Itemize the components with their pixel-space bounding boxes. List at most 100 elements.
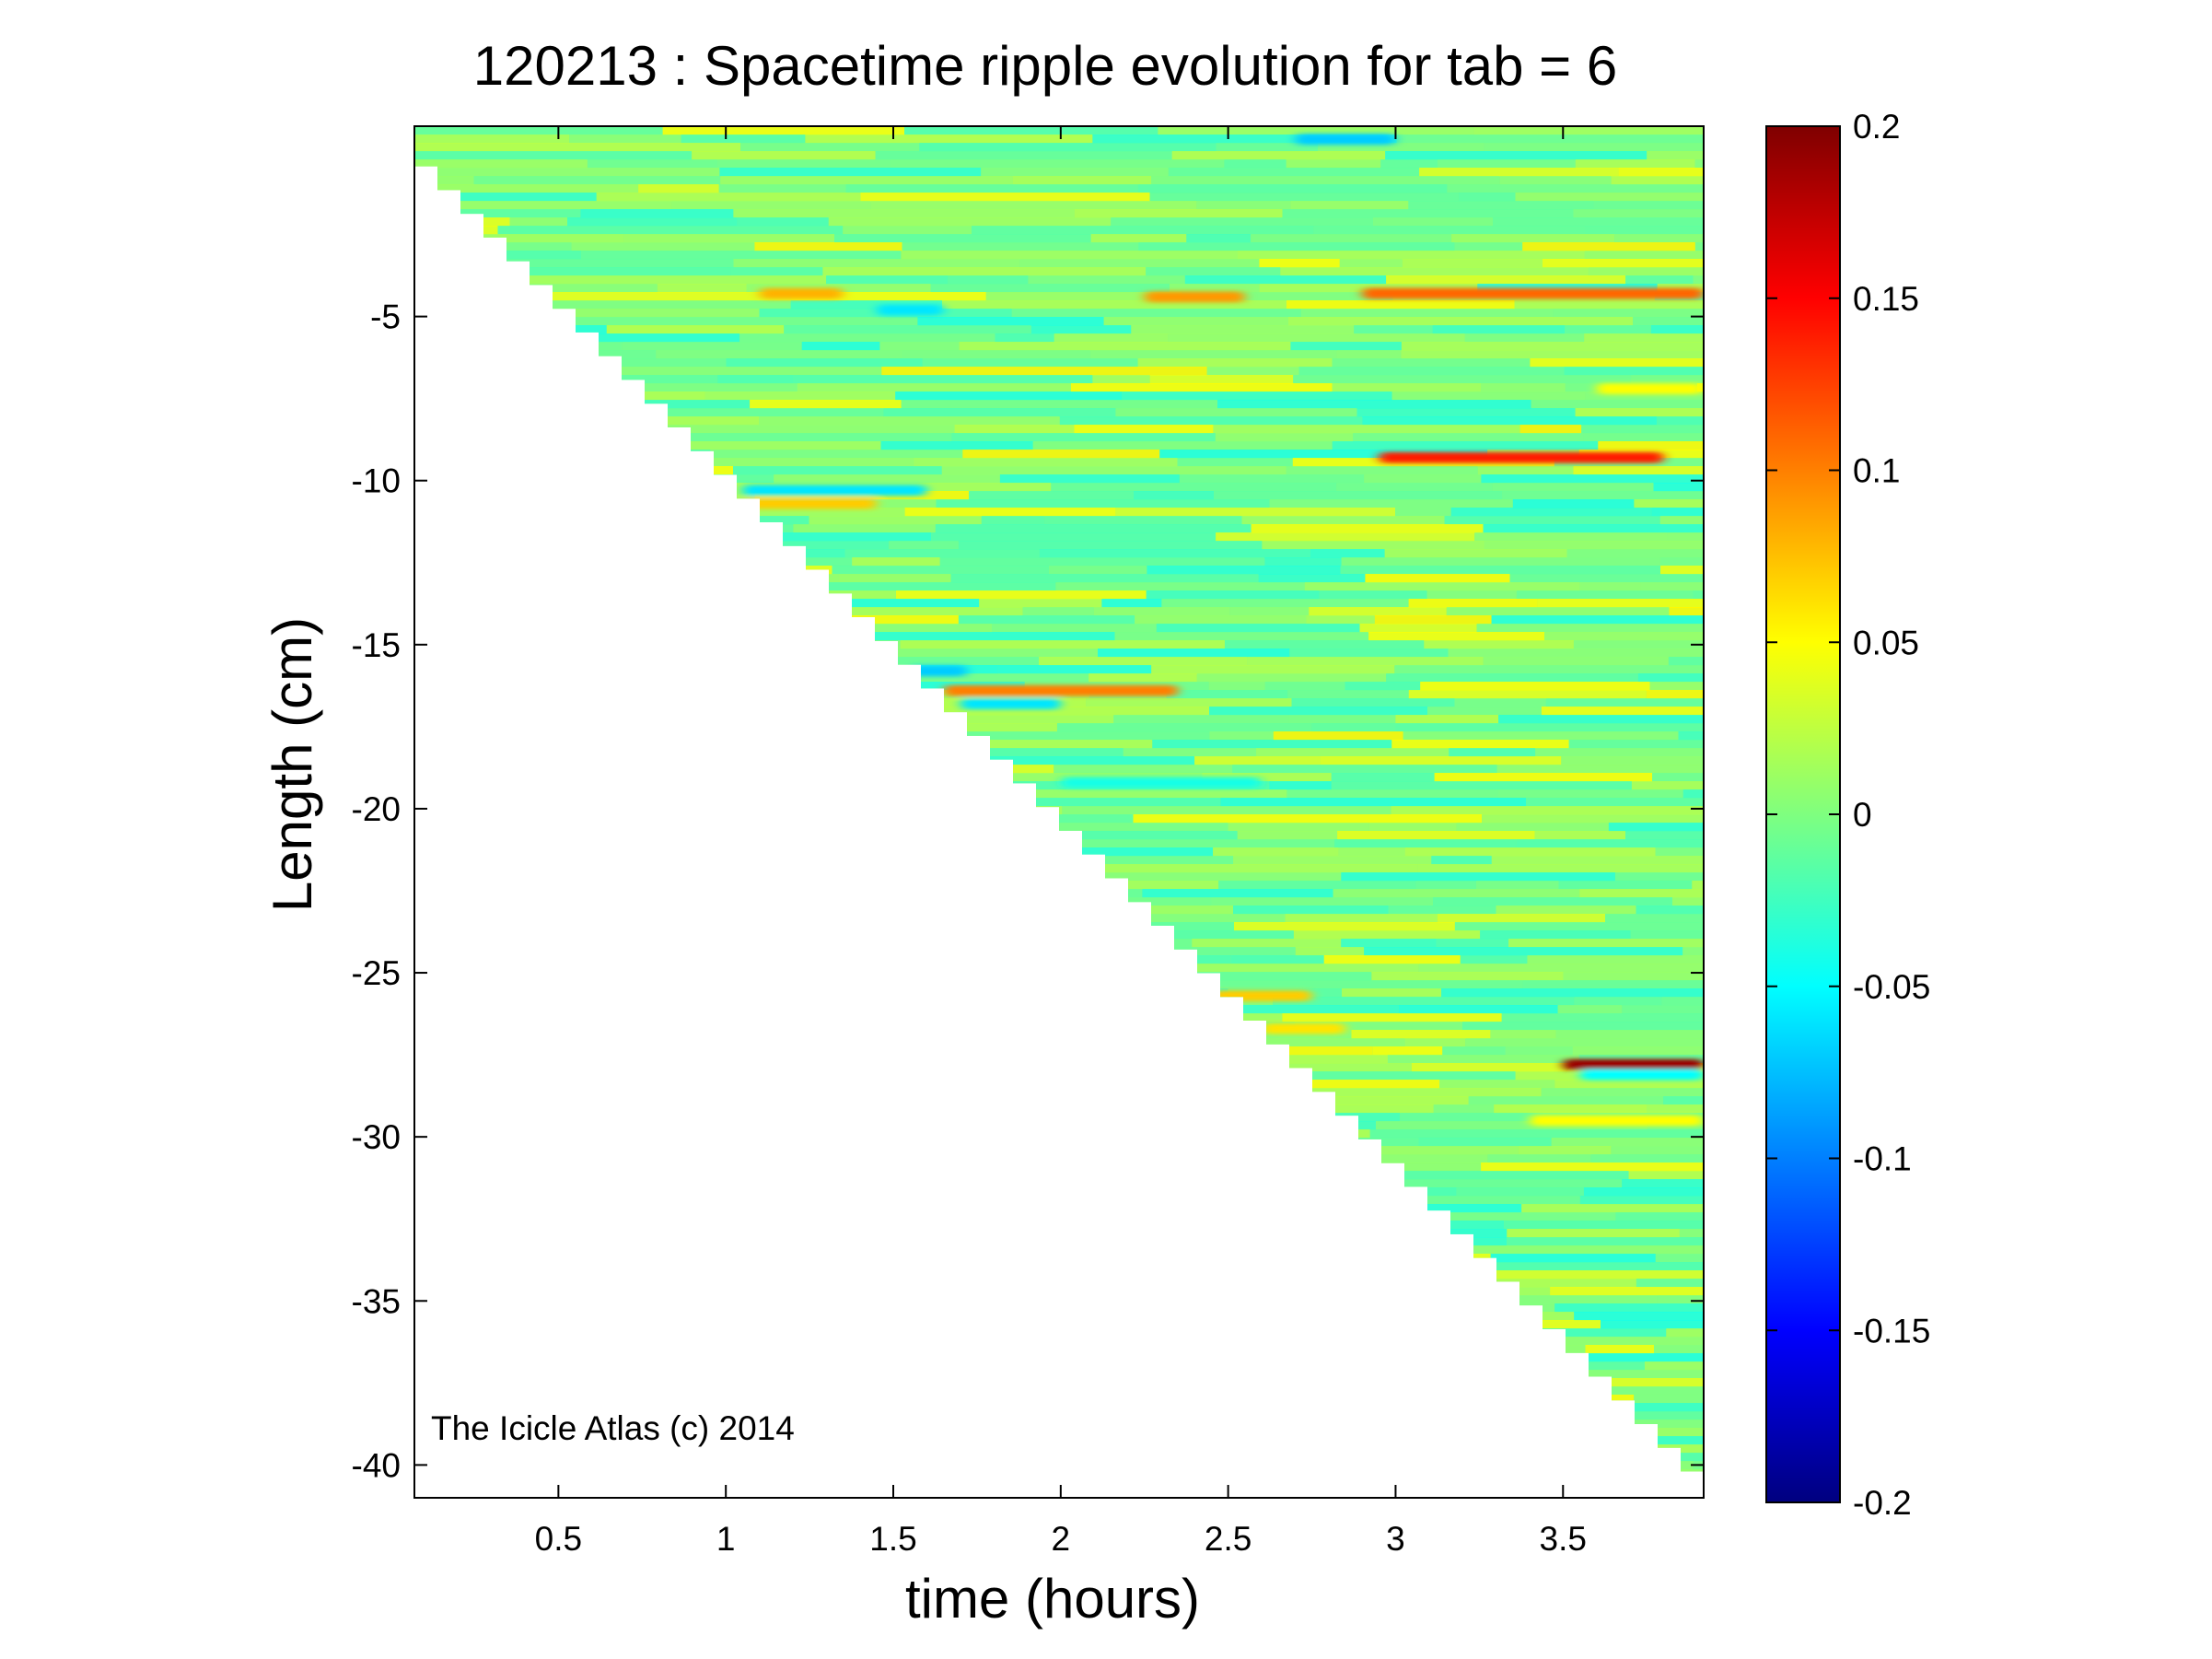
ripple-cell	[1282, 1444, 1624, 1454]
ripple-cell	[414, 789, 483, 799]
ripple-cell	[1364, 947, 1683, 956]
ripple-cell	[884, 1403, 978, 1412]
ripple-cell	[414, 748, 565, 757]
ripple-cell	[1209, 731, 1274, 741]
ripple-cell	[737, 607, 1023, 616]
ripple-cell	[670, 1121, 837, 1130]
ripple-cell	[511, 1038, 781, 1047]
ripple-cell	[1074, 839, 1335, 848]
x-tick-label: 3	[1386, 1520, 1405, 1558]
ripple-cell	[414, 1328, 751, 1338]
ripple-cell	[733, 723, 1057, 732]
ripple-cell	[950, 574, 1259, 583]
ripple-cell	[1273, 997, 1575, 1006]
ripple-cell	[904, 864, 1095, 873]
ripple-cell	[1353, 1361, 1645, 1371]
ripple-cell	[864, 632, 1115, 641]
ripple-cell	[1043, 1411, 1381, 1420]
ripple-cell	[1501, 1013, 1704, 1022]
ripple-cell	[1201, 1361, 1354, 1371]
ripple-cell	[414, 1461, 656, 1470]
ripple-cell	[896, 1046, 1151, 1056]
colorbar-tick-label: 0.1	[1853, 452, 1900, 490]
ripple-cell	[414, 217, 510, 227]
ripple-cell	[506, 972, 646, 981]
ripple-cell	[822, 267, 1147, 276]
ripple-cell	[1338, 1395, 1415, 1404]
ripple-cell	[1526, 798, 1704, 807]
y-tick-label: -35	[352, 1282, 401, 1320]
ripple-cell	[997, 806, 1063, 815]
ripple-cell	[657, 988, 997, 998]
ripple-cell	[1563, 972, 1704, 981]
heatmap-features	[742, 134, 1704, 1127]
ripple-cell	[1295, 947, 1365, 956]
ripple-cell	[1010, 1063, 1073, 1072]
ripple-cell	[1089, 673, 1197, 683]
ripple-cell	[1433, 1104, 1495, 1114]
ripple-cell	[1264, 1088, 1542, 1097]
ripple-cell	[699, 781, 768, 790]
ripple-cell	[719, 168, 982, 177]
ripple-cell	[730, 267, 823, 276]
ripple-cell	[414, 1196, 607, 1205]
ripple-cell	[1267, 1063, 1412, 1072]
ripple-cell	[414, 1486, 551, 1495]
ripple-cell	[1509, 574, 1704, 583]
ripple-cell	[1622, 1179, 1704, 1188]
ripple-cell	[703, 1453, 1007, 1462]
ripple-cell	[414, 549, 690, 558]
ripple-cell	[1008, 939, 1193, 948]
ripple-cell	[804, 590, 896, 600]
ripple-cell	[1661, 997, 1704, 1006]
ripple-cell	[676, 1386, 1016, 1396]
ripple-cell	[658, 566, 832, 575]
ripple-cell	[1213, 847, 1339, 857]
ripple-cell	[1031, 1013, 1283, 1022]
ripple-cell	[979, 599, 1102, 608]
ripple-cell	[1057, 1428, 1252, 1437]
ripple-cell	[1404, 1038, 1466, 1047]
ripple-cell	[493, 1378, 695, 1387]
ripple-cell	[732, 964, 792, 973]
ripple-cell	[901, 400, 1218, 409]
ripple-cell	[720, 176, 1013, 185]
ripple-cell	[1232, 765, 1497, 774]
ripple-cell	[941, 466, 1286, 475]
ripple-cell	[1660, 566, 1704, 575]
ripple-cell	[1473, 126, 1704, 135]
ripple-cell	[736, 897, 999, 906]
ripple-cell	[1138, 242, 1455, 251]
ripple-cell	[1454, 242, 1523, 251]
ripple-cell	[414, 267, 731, 276]
ripple-cell	[1225, 1345, 1427, 1354]
ripple-cell	[414, 1237, 694, 1246]
ripple-cell	[1366, 1419, 1635, 1429]
ripple-cell	[726, 1204, 1025, 1213]
ripple-cell	[1564, 367, 1704, 376]
ripple-cell	[1093, 1171, 1365, 1180]
ripple-cell	[977, 1403, 1281, 1412]
ripple-cell	[925, 839, 998, 848]
ripple-cell	[1583, 1187, 1704, 1197]
ripple-cell	[1332, 358, 1531, 368]
ripple-cell	[1575, 159, 1695, 169]
ripple-cell	[1499, 176, 1612, 185]
ripple-cell	[414, 134, 570, 144]
ripple-cell	[1655, 1254, 1704, 1263]
ripple-cell	[1337, 831, 1535, 840]
ripple-cell	[1172, 1138, 1419, 1147]
ripple-cell	[906, 939, 1009, 948]
y-axis-label: Length (cm)	[262, 617, 323, 912]
ripple-cell	[1505, 1337, 1704, 1346]
ripple-cell	[1049, 566, 1147, 575]
ripple-cell	[983, 930, 1294, 940]
ripple-feature	[1295, 134, 1396, 146]
ripple-cell	[758, 1212, 860, 1221]
ripple-cell	[1558, 881, 1693, 890]
y-axis: -5 -10 -15 -20 -25 -30 -35 -40	[352, 298, 1704, 1484]
ripple-cell	[899, 831, 1238, 840]
y-tick-label: -10	[352, 462, 401, 500]
ripple-cell	[1476, 624, 1704, 633]
ripple-cell	[567, 1113, 911, 1122]
